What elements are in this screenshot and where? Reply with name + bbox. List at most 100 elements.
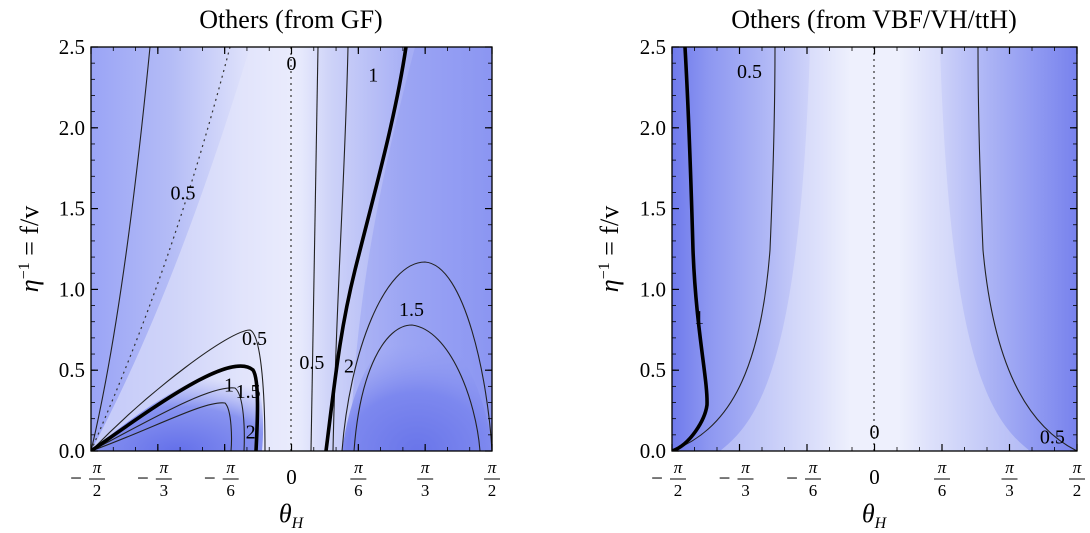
x-tick-sign: − <box>719 466 731 490</box>
x-tick-denominator: 6 <box>354 481 363 500</box>
x-tick-sign: − <box>651 466 663 490</box>
chart-title-left: Others (from GF) <box>199 5 382 34</box>
y-axis-label-left: η−1 = f/v <box>15 206 44 292</box>
x-tick-label: − π 2 <box>70 458 105 500</box>
x-tick-sign: − <box>137 466 149 490</box>
y-axis-label-right: η−1 = f/v <box>595 206 624 292</box>
x-tick-numerator: π <box>421 458 430 477</box>
blob-region-right <box>342 325 492 451</box>
x-tick-label: − π 3 <box>137 458 172 500</box>
contour-0.5-left <box>672 47 776 451</box>
contour-labels-right: 0.5 1 0 0.5 <box>694 61 1065 448</box>
x-tick-sign: − <box>70 466 82 490</box>
x-tick-numerator: π <box>93 458 102 477</box>
x-tick-label: π2 <box>1069 458 1085 500</box>
contour-0.5-right <box>977 47 1077 451</box>
panel-left: Others (from GF) <box>15 5 500 532</box>
y-tick-label: 1.5 <box>59 197 85 221</box>
x-tick-numerator: π <box>160 458 169 477</box>
x-axis-label-right: θH <box>862 499 888 532</box>
y-tick-label: 2.5 <box>640 35 666 59</box>
x-tick-denominator: 3 <box>741 481 750 500</box>
x-tick-label: π3 <box>417 458 434 500</box>
x-tick-label: 0 <box>286 465 297 489</box>
x-tick-numerator: π <box>1005 458 1014 477</box>
x-tick-numerator: π <box>354 458 363 477</box>
x-tick-numerator: π <box>741 458 750 477</box>
contour-label: 1 <box>224 375 234 397</box>
contour-label: 0 <box>287 53 297 75</box>
x-tick-numerator: π <box>674 458 683 477</box>
contour-label: 0 <box>870 422 880 444</box>
contour-1.5-b <box>341 261 492 451</box>
contour-label: 1 <box>368 64 378 86</box>
x-tick-numerator: π <box>938 458 947 477</box>
contour-0.5-b <box>91 329 266 451</box>
contour-0.5-c <box>310 47 319 451</box>
contour-0.5-a <box>91 47 151 451</box>
contour-2-a <box>91 402 233 451</box>
contour-label: 0.5 <box>1040 426 1065 448</box>
x-tick-label: π3 <box>1001 458 1018 500</box>
contour-1-a <box>91 364 260 451</box>
y-tick-label: 1.0 <box>59 277 85 301</box>
contour-label: 2 <box>344 355 354 377</box>
x-tick-denominator: 3 <box>1005 481 1014 500</box>
heatmap-right: 0.5 1 0 0.5 <box>672 47 1077 451</box>
y-tick-label: 0.0 <box>640 439 666 463</box>
dark-region-right <box>350 47 492 451</box>
contour-1.5-a <box>91 387 245 451</box>
x-tick-denominator: 6 <box>809 481 818 500</box>
contour-label: 0.5 <box>299 352 324 374</box>
x-tick-label: π6 <box>350 458 367 500</box>
chart-title-right: Others (from VBF/VH/ttH) <box>731 5 1017 34</box>
y-tick-label: 1.0 <box>640 277 666 301</box>
x-tick-denominator: 2 <box>1073 481 1082 500</box>
y-tick-label: 2.0 <box>640 116 666 140</box>
x-tick-denominator: 3 <box>421 481 430 500</box>
contour-label: 0.5 <box>171 182 196 204</box>
y-tick-label: 1.5 <box>640 197 666 221</box>
y-tick-label: 0.5 <box>640 358 666 382</box>
x-tick-label: − π 2 <box>651 458 686 500</box>
contour-label: 0.5 <box>242 328 267 350</box>
contour-label: 1.5 <box>399 299 424 321</box>
heatmap-left: 0 1 0.5 0.5 1 1.5 2 0.5 2 1.5 <box>91 47 492 451</box>
x-tick-denominator: 2 <box>488 481 497 500</box>
x-axis-label-left: θH <box>279 499 305 532</box>
x-tick-sign: − <box>204 466 216 490</box>
y-tick-label: 2.5 <box>59 35 85 59</box>
x-tick-label: − π 6 <box>204 458 239 500</box>
light-region-center <box>720 47 1030 451</box>
x-tick-denominator: 3 <box>160 481 169 500</box>
y-tick-label: 0.0 <box>59 439 85 463</box>
x-tick-sign: − <box>786 466 798 490</box>
contour-label: 2 <box>246 422 256 444</box>
x-tick-label: π6 <box>934 458 950 500</box>
y-tick-label: 2.0 <box>59 116 85 140</box>
x-tick-denominator: 6 <box>226 481 235 500</box>
contour-2-b <box>353 324 481 451</box>
x-tick-denominator: 2 <box>674 481 683 500</box>
x-tick-text: 0 <box>286 465 297 489</box>
contour-label: 1.5 <box>236 381 261 403</box>
contour-label: 1 <box>694 307 704 329</box>
x-tick-numerator: π <box>809 458 818 477</box>
x-tick-label: − π 6 <box>786 458 821 500</box>
panel-right: Others (from VBF/VH/ttH) 0.5 1 0 0.5 0.0… <box>595 5 1085 532</box>
contour-labels-left: 0 1 0.5 0.5 1 1.5 2 0.5 2 1.5 <box>171 53 424 443</box>
contour-label: 0.5 <box>737 61 762 83</box>
x-tick-denominator: 6 <box>938 481 947 500</box>
x-tick-label: 0 <box>869 465 880 489</box>
y-tick-label: 0.5 <box>59 358 85 382</box>
x-tick-denominator: 2 <box>93 481 102 500</box>
contour-1-right <box>672 47 709 451</box>
x-tick-text: 0 <box>869 465 880 489</box>
x-tick-label: π2 <box>484 458 500 500</box>
x-tick-numerator: π <box>488 458 497 477</box>
x-tick-label: − π 3 <box>719 458 754 500</box>
light-region-left <box>91 47 300 451</box>
